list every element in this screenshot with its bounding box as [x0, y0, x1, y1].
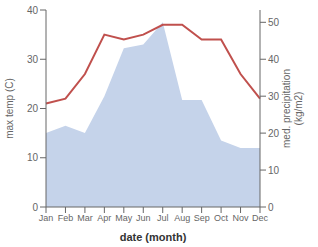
svg-text:10: 10: [27, 152, 39, 163]
svg-text:Jun: Jun: [136, 213, 151, 223]
svg-text:Feb: Feb: [58, 213, 74, 223]
svg-text:Jul: Jul: [157, 213, 169, 223]
svg-text:30: 30: [268, 91, 280, 102]
svg-text:30: 30: [27, 54, 39, 65]
svg-text:0: 0: [32, 202, 38, 213]
svg-text:40: 40: [27, 5, 39, 16]
svg-text:40: 40: [268, 54, 280, 65]
svg-text:max temp (C): max temp (C): [4, 78, 15, 139]
svg-text:Oct: Oct: [214, 213, 229, 223]
svg-text:Apr: Apr: [97, 213, 111, 223]
svg-text:Dec: Dec: [252, 213, 269, 223]
svg-text:50: 50: [268, 17, 280, 28]
svg-text:Nov: Nov: [233, 213, 250, 223]
svg-text:20: 20: [268, 128, 280, 139]
svg-text:date (month): date (month): [120, 231, 187, 243]
svg-text:Jan: Jan: [39, 213, 54, 223]
svg-text:20: 20: [27, 103, 39, 114]
svg-text:med. precipitation(kg/m2): med. precipitation(kg/m2): [281, 69, 304, 148]
svg-text:0: 0: [268, 202, 274, 213]
svg-text:Aug: Aug: [174, 213, 190, 223]
svg-text:Mar: Mar: [77, 213, 93, 223]
svg-text:Sep: Sep: [194, 213, 210, 223]
svg-text:10: 10: [268, 165, 280, 176]
svg-text:May: May: [115, 213, 133, 223]
